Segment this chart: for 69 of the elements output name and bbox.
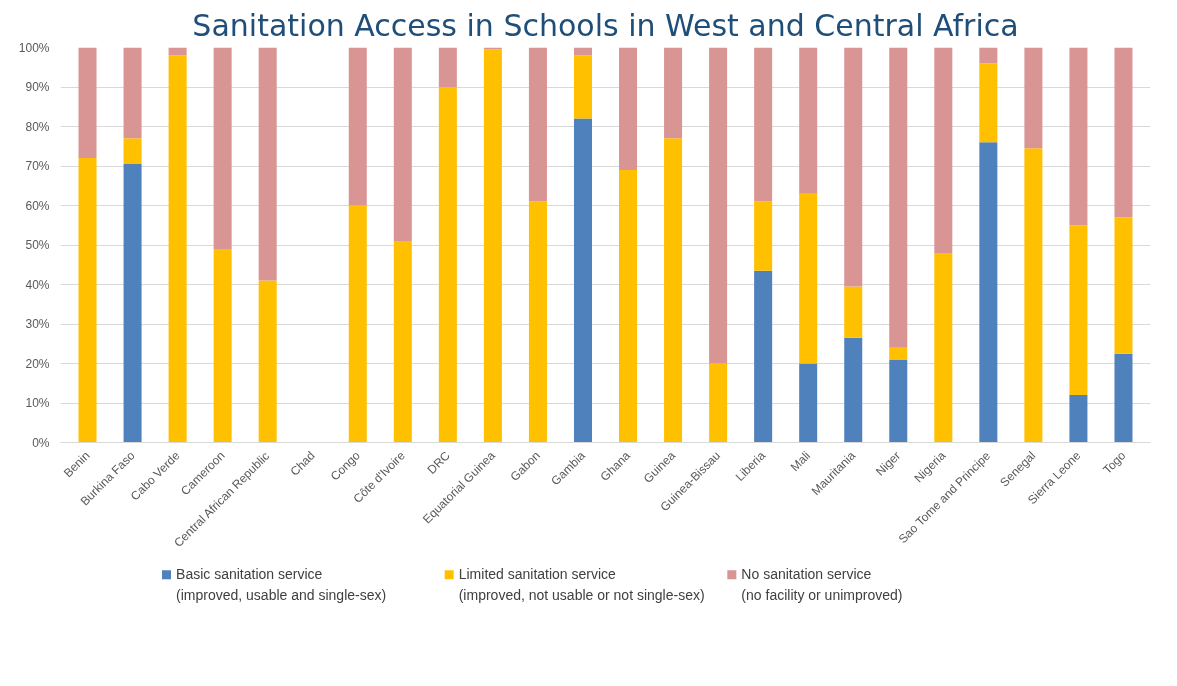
bar (258, 280, 277, 443)
bar (78, 47, 97, 159)
bar (1069, 47, 1088, 226)
bar (934, 47, 953, 253)
bar (1024, 148, 1043, 443)
bar (844, 47, 863, 287)
bar (709, 363, 728, 443)
bar (438, 47, 457, 87)
bar (934, 252, 953, 443)
bar (1024, 47, 1043, 149)
bar (1114, 47, 1133, 218)
bar (799, 363, 818, 443)
bar (799, 47, 818, 194)
bar (664, 47, 683, 139)
bar (754, 270, 773, 443)
bar (889, 47, 908, 348)
legend-label: Limited sanitation service (improved, not usable or not single-sex) (458, 565, 705, 603)
x-tick-label: Togo (1100, 448, 1129, 477)
bar (213, 248, 232, 443)
bar (348, 205, 367, 443)
bar (393, 47, 412, 242)
y-tick-label: 70% (25, 159, 50, 173)
y-tick-label: 50% (25, 238, 50, 252)
bar (483, 49, 502, 443)
bar (619, 47, 638, 170)
bar (78, 158, 97, 443)
bar (573, 55, 592, 119)
bar (1114, 217, 1133, 354)
y-tick-label: 100% (18, 40, 50, 55)
legend-label: Basic sanitation service (improved, usable and single-sex) (176, 565, 387, 603)
bar (844, 337, 863, 443)
bar (844, 286, 863, 338)
bar (123, 47, 142, 139)
bar (258, 47, 277, 281)
bar (619, 169, 638, 443)
bar (1114, 353, 1133, 443)
y-tick-label: 90% (25, 80, 50, 94)
x-tick-label: Mali (787, 448, 814, 474)
y-tick-label: 10% (25, 396, 50, 410)
bar (348, 47, 367, 206)
bar (1069, 225, 1088, 396)
y-tick-label: 80% (25, 119, 50, 134)
bar (889, 347, 908, 360)
bar (979, 142, 998, 443)
y-tick-label: 60% (25, 198, 50, 213)
bar (664, 138, 683, 443)
bar (754, 201, 773, 271)
bar (889, 359, 908, 443)
bar (1069, 395, 1088, 443)
bar (123, 164, 142, 443)
legend-label: No sanitation service (no facility or unimproved) (741, 565, 903, 603)
bar (438, 87, 457, 443)
bar (573, 118, 592, 443)
bar (709, 47, 728, 364)
y-tick-label: 40% (25, 277, 50, 292)
bar (393, 241, 412, 443)
bar (979, 47, 998, 64)
bar (754, 47, 773, 202)
bar (528, 201, 547, 443)
bar (213, 47, 232, 249)
y-tick-label: 30% (25, 317, 50, 331)
chart-title: Sanitation Access in Schools in West and Central Africa (192, 7, 1019, 43)
y-tick-label: 20% (25, 356, 50, 371)
bar (168, 55, 187, 443)
bar (799, 193, 818, 364)
bar (979, 63, 998, 143)
y-tick-label: 0% (32, 435, 50, 450)
bar (123, 138, 142, 165)
bar (528, 47, 547, 202)
